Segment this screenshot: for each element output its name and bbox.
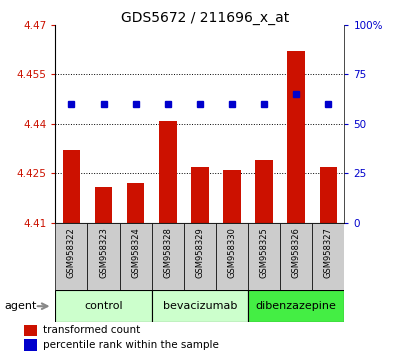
Bar (216, 223, 247, 290)
Text: GSM958324: GSM958324 (131, 227, 140, 278)
Text: bevacizumab: bevacizumab (162, 301, 236, 311)
Text: agent: agent (4, 301, 36, 311)
Bar (151, 223, 183, 290)
Text: GSM958330: GSM958330 (227, 227, 236, 278)
Text: GDS5672 / 211696_x_at: GDS5672 / 211696_x_at (121, 11, 288, 25)
Bar (24, 339, 37, 351)
Text: GSM958326: GSM958326 (291, 227, 300, 278)
Bar (279, 223, 312, 290)
Bar (312, 223, 344, 290)
Bar (119, 223, 151, 290)
Bar (63, 150, 80, 223)
Bar (222, 170, 240, 223)
Bar (126, 183, 144, 223)
Bar (87, 223, 119, 290)
Text: control: control (84, 301, 123, 311)
Text: GSM958323: GSM958323 (99, 227, 108, 278)
Bar (191, 167, 208, 223)
Bar (94, 187, 112, 223)
Text: GSM958322: GSM958322 (67, 227, 76, 278)
Bar (55, 290, 151, 322)
Text: transformed count: transformed count (43, 325, 140, 336)
Text: dibenzazepine: dibenzazepine (255, 301, 336, 311)
Bar (55, 223, 87, 290)
Bar (247, 290, 344, 322)
Bar (247, 223, 279, 290)
Bar (183, 223, 216, 290)
Text: GSM958325: GSM958325 (259, 227, 268, 278)
Bar (24, 325, 37, 336)
Text: GSM958327: GSM958327 (323, 227, 332, 278)
Text: percentile rank within the sample: percentile rank within the sample (43, 340, 218, 350)
Bar (159, 121, 176, 223)
Text: GSM958329: GSM958329 (195, 227, 204, 278)
Bar (255, 160, 272, 223)
Bar (319, 167, 336, 223)
Bar (287, 51, 304, 223)
Text: GSM958328: GSM958328 (163, 227, 172, 278)
Bar (151, 290, 247, 322)
